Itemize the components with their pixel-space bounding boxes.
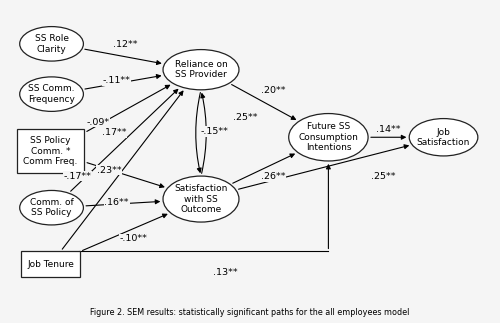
Ellipse shape bbox=[409, 119, 478, 156]
Text: .26**: .26** bbox=[262, 172, 286, 181]
Text: .13**: .13** bbox=[213, 268, 238, 277]
Ellipse shape bbox=[288, 114, 368, 161]
Text: .12**: .12** bbox=[113, 40, 138, 49]
Ellipse shape bbox=[20, 77, 84, 111]
Text: .20**: .20** bbox=[262, 86, 286, 95]
Text: SS Role
Clarity: SS Role Clarity bbox=[34, 34, 68, 54]
Ellipse shape bbox=[20, 191, 84, 225]
Ellipse shape bbox=[163, 49, 239, 90]
Text: .23**: .23** bbox=[96, 166, 121, 175]
Text: .25**: .25** bbox=[233, 113, 258, 122]
Text: .17**: .17** bbox=[102, 128, 126, 137]
FancyBboxPatch shape bbox=[17, 130, 84, 172]
Text: .14**: .14** bbox=[376, 125, 400, 134]
Text: .16**: .16** bbox=[104, 198, 129, 207]
Text: -.09*: -.09* bbox=[86, 118, 110, 127]
Text: Future SS
Consumption
Intentions: Future SS Consumption Intentions bbox=[298, 122, 358, 152]
Text: Job
Satisfaction: Job Satisfaction bbox=[417, 128, 470, 147]
Text: Job Tenure: Job Tenure bbox=[27, 260, 74, 269]
Text: SS Policy
Comm. *
Comm Freq.: SS Policy Comm. * Comm Freq. bbox=[24, 136, 78, 166]
Text: Comm. of
SS Policy: Comm. of SS Policy bbox=[30, 198, 74, 217]
Ellipse shape bbox=[20, 26, 84, 61]
Text: Reliance on
SS Provider: Reliance on SS Provider bbox=[174, 60, 228, 79]
Text: .25**: .25** bbox=[371, 172, 396, 181]
FancyBboxPatch shape bbox=[21, 251, 80, 277]
Text: SS Comm.
Frequency: SS Comm. Frequency bbox=[28, 84, 75, 104]
Text: Satisfaction
with SS
Outcome: Satisfaction with SS Outcome bbox=[174, 184, 228, 214]
Ellipse shape bbox=[163, 176, 239, 222]
Text: -.15**: -.15** bbox=[201, 127, 228, 136]
Text: -.10**: -.10** bbox=[120, 234, 148, 243]
Text: Figure 2. SEM results: statistically significant paths for the all employees mod: Figure 2. SEM results: statistically sig… bbox=[90, 307, 409, 317]
Text: -.11**: -.11** bbox=[103, 76, 130, 85]
Text: -.17**: -.17** bbox=[64, 172, 92, 181]
